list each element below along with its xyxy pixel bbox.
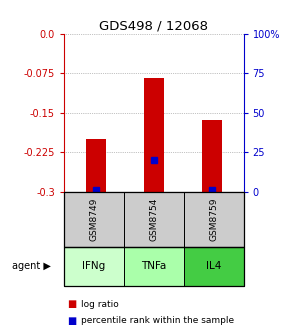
Text: percentile rank within the sample: percentile rank within the sample bbox=[81, 317, 234, 325]
Text: log ratio: log ratio bbox=[81, 300, 119, 308]
Text: ■: ■ bbox=[67, 316, 76, 326]
Bar bbox=[86, 139, 106, 192]
Text: TNFa: TNFa bbox=[141, 261, 166, 271]
Title: GDS498 / 12068: GDS498 / 12068 bbox=[99, 19, 208, 33]
Text: IL4: IL4 bbox=[206, 261, 221, 271]
Bar bbox=[144, 78, 164, 192]
Text: GSM8754: GSM8754 bbox=[149, 198, 158, 241]
Text: GSM8749: GSM8749 bbox=[89, 198, 98, 241]
Text: IFNg: IFNg bbox=[82, 261, 105, 271]
Bar bbox=[202, 121, 222, 192]
Text: GSM8759: GSM8759 bbox=[209, 198, 218, 241]
Text: ■: ■ bbox=[67, 299, 76, 309]
Text: agent ▶: agent ▶ bbox=[12, 261, 50, 271]
